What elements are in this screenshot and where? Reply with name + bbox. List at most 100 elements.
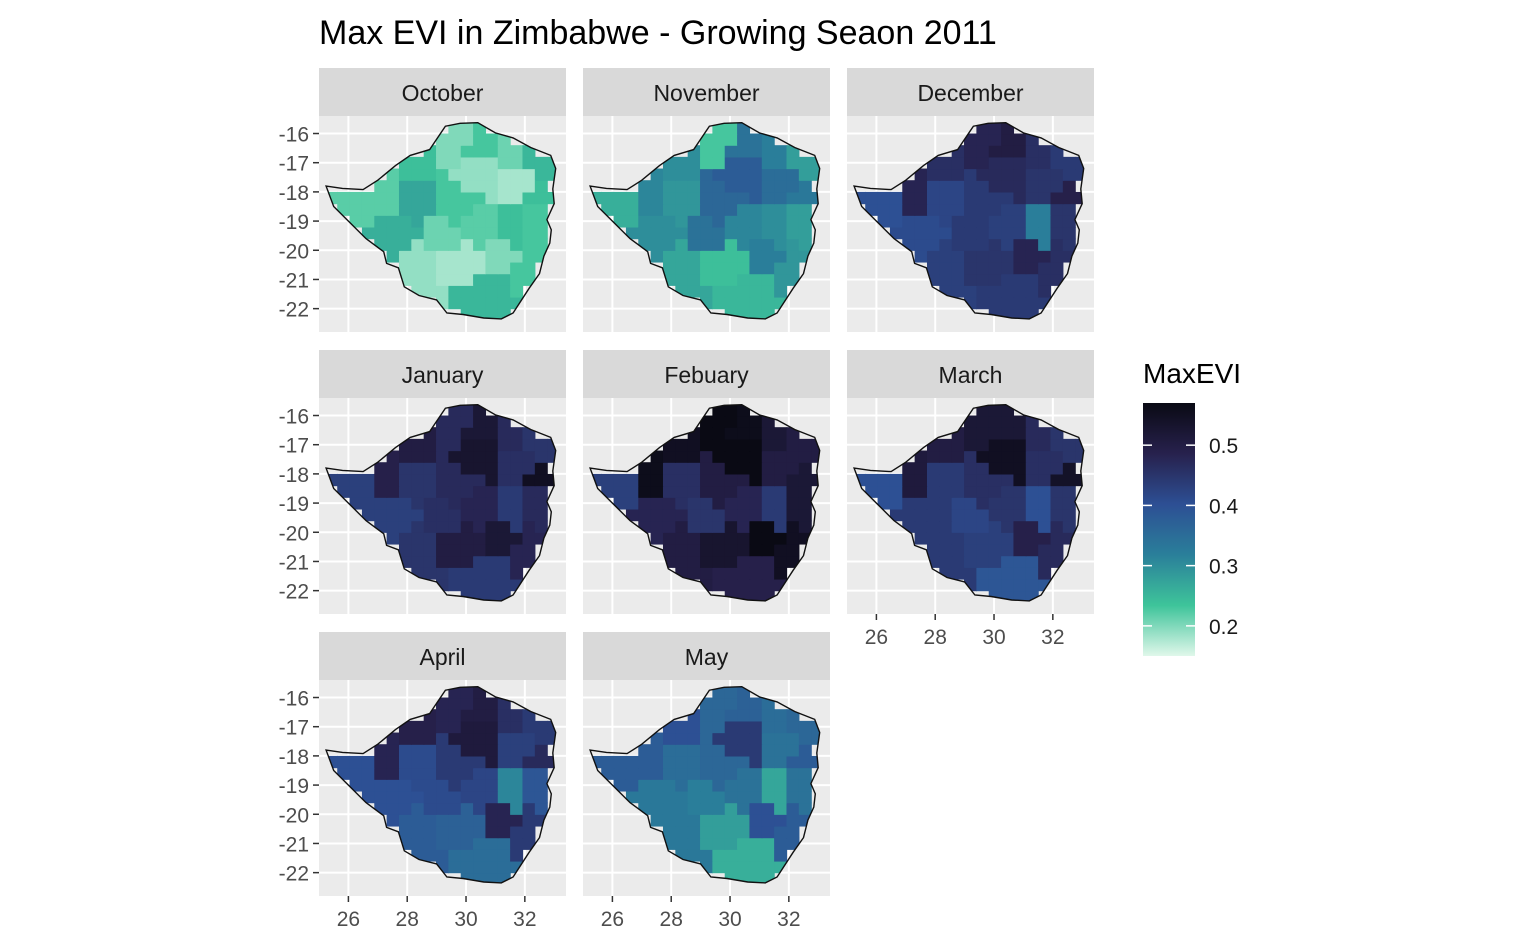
- district-region: [638, 508, 652, 522]
- district-region: [374, 473, 388, 487]
- district-region: [1013, 273, 1027, 286]
- district-region: [939, 473, 953, 487]
- district-region: [939, 543, 953, 557]
- district-region: [534, 802, 548, 815]
- district-region: [712, 438, 726, 452]
- district-region: [534, 168, 548, 181]
- district-region: [361, 191, 375, 205]
- district-region: [411, 837, 425, 850]
- district-region: [534, 485, 548, 498]
- district-region: [423, 450, 437, 463]
- district-region: [386, 191, 400, 205]
- district-region: [724, 697, 738, 710]
- district-region: [497, 520, 511, 533]
- district-region: [914, 508, 928, 522]
- district-region: [700, 697, 713, 710]
- district-region: [976, 473, 990, 487]
- district-region: [386, 485, 400, 498]
- district-region: [510, 180, 524, 193]
- district-region: [774, 837, 788, 850]
- district-region: [774, 427, 788, 440]
- district-region: [786, 473, 800, 487]
- district-region: [1013, 543, 1027, 557]
- district-region: [485, 532, 499, 545]
- district-region: [675, 779, 689, 792]
- district-region: [662, 485, 676, 498]
- district-region: [522, 814, 536, 827]
- district-region: [700, 567, 713, 580]
- district-region: [510, 497, 524, 510]
- district-region: [522, 215, 536, 228]
- district-region: [811, 755, 820, 769]
- district-region: [497, 145, 511, 158]
- district-region: [436, 226, 449, 240]
- district-region: [423, 438, 437, 452]
- district-region: [625, 755, 639, 769]
- district-region: [510, 532, 524, 545]
- district-region: [798, 473, 812, 487]
- district-region: [687, 767, 701, 780]
- district-region: [761, 590, 775, 601]
- district-region: [988, 145, 1002, 158]
- district-region: [988, 285, 1002, 298]
- district-region: [675, 226, 689, 240]
- district-region: [625, 485, 639, 498]
- district-region: [1001, 590, 1015, 601]
- district-region: [724, 238, 738, 251]
- district-region: [712, 250, 726, 263]
- district-region: [761, 755, 775, 769]
- district-region: [939, 238, 953, 251]
- district-region: [510, 508, 524, 522]
- district-region: [964, 555, 977, 568]
- district-region: [976, 404, 990, 417]
- district-region: [436, 790, 449, 804]
- district-region: [811, 156, 820, 170]
- district-region: [423, 215, 437, 228]
- y-tick-label: -22: [279, 581, 309, 604]
- district-region: [749, 849, 763, 862]
- district-region: [510, 849, 524, 862]
- district-region: [473, 168, 487, 181]
- district-region: [700, 720, 713, 734]
- district-region: [485, 837, 499, 850]
- district-region: [1075, 438, 1084, 452]
- district-region: [737, 508, 751, 522]
- district-region: [650, 215, 664, 228]
- district-region: [638, 767, 652, 780]
- district-region: [951, 168, 965, 181]
- district-region: [601, 473, 615, 487]
- district-region: [1013, 415, 1027, 428]
- district-region: [774, 543, 788, 557]
- district-region: [749, 860, 763, 874]
- district-region: [761, 744, 775, 757]
- district-region: [411, 802, 425, 815]
- district-region: [485, 308, 499, 319]
- district-region: [724, 133, 738, 146]
- district-region: [675, 261, 689, 275]
- district-region: [650, 520, 664, 533]
- district-region: [460, 180, 474, 193]
- district-region: [749, 250, 763, 263]
- district-region: [374, 462, 388, 475]
- y-tick-label: -18: [279, 182, 309, 205]
- district-region: [1013, 473, 1027, 487]
- district-region: [1050, 203, 1064, 216]
- district-region: [436, 473, 449, 487]
- district-region: [547, 168, 556, 181]
- district-region: [423, 508, 437, 522]
- district-region: [712, 860, 726, 874]
- district-region: [337, 755, 351, 769]
- district-region: [349, 755, 363, 769]
- district-region: [1038, 168, 1052, 181]
- district-region: [798, 497, 812, 510]
- district-region: [473, 697, 487, 710]
- district-region: [1062, 168, 1076, 181]
- district-region: [737, 849, 751, 862]
- district-region: [436, 508, 449, 522]
- district-region: [687, 168, 701, 181]
- district-region: [1013, 450, 1027, 463]
- district-region: [485, 133, 499, 146]
- district-region: [786, 180, 800, 193]
- district-region: [473, 744, 487, 757]
- district-region: [497, 802, 511, 815]
